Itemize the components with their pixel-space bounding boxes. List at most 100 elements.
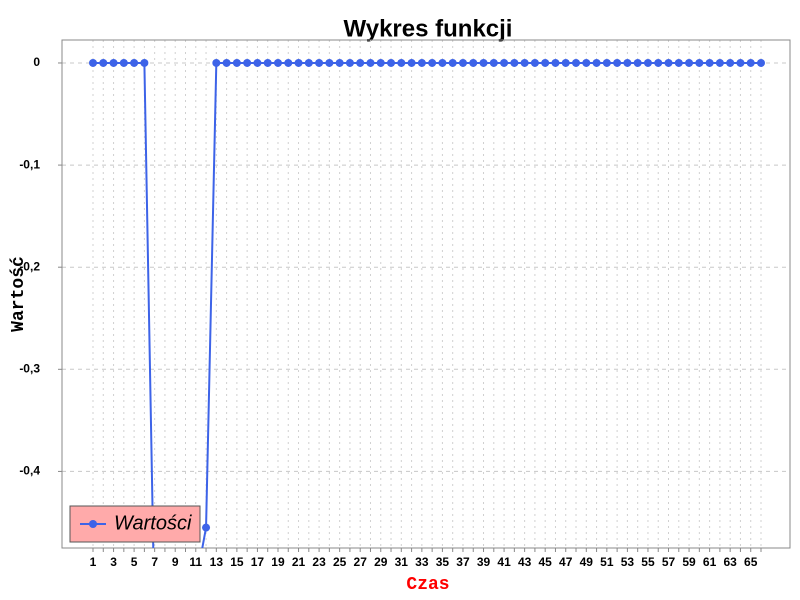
data-point: [119, 58, 128, 67]
x-tick-label: 39: [477, 555, 491, 569]
x-tick-label: 33: [415, 555, 429, 569]
x-tick-label: 19: [271, 555, 285, 569]
data-point: [284, 58, 293, 67]
data-point: [561, 58, 570, 67]
x-tick-label: 65: [744, 555, 758, 569]
legend-label: Wartości: [114, 512, 192, 534]
data-point: [212, 58, 221, 67]
data-point: [572, 58, 581, 67]
data-point: [387, 58, 396, 67]
x-tick-label: 11: [189, 555, 202, 569]
x-tick-label: 53: [621, 555, 635, 569]
x-tick-label: 37: [456, 555, 470, 569]
chart-title: Wykres funkcji: [344, 15, 513, 42]
data-point: [397, 58, 406, 67]
legend: Wartości: [69, 505, 201, 543]
data-point: [89, 58, 97, 67]
data-point: [500, 58, 509, 67]
x-tick-label: 7: [151, 555, 158, 569]
x-tick-label: 43: [518, 555, 532, 569]
x-tick-label: 15: [230, 555, 244, 569]
data-point: [448, 58, 457, 67]
x-tick-label: 45: [539, 555, 553, 569]
data-point: [633, 58, 642, 67]
data-point: [695, 58, 704, 67]
data-point: [726, 58, 735, 67]
data-point: [376, 58, 385, 67]
x-tick-label: 27: [354, 555, 368, 569]
data-point: [130, 58, 139, 67]
data-point: [510, 58, 519, 67]
data-point: [736, 58, 745, 67]
data-point: [520, 58, 529, 67]
x-tick-label: 25: [333, 555, 347, 569]
x-tick-label: 51: [600, 555, 614, 569]
x-tick-label: 49: [580, 555, 594, 569]
x-tick-label: 3: [110, 555, 117, 569]
data-point: [304, 58, 313, 67]
data-point: [356, 58, 365, 67]
x-axis-label: Czas: [406, 575, 449, 595]
data-point: [263, 58, 272, 67]
x-tick-label: 59: [682, 555, 696, 569]
x-tick-label: 55: [641, 555, 655, 569]
data-point: [479, 58, 488, 67]
data-point: [757, 58, 765, 67]
x-tick-label: 47: [559, 555, 573, 569]
data-point: [746, 58, 755, 67]
data-point: [417, 58, 426, 67]
x-tick-label: 63: [723, 555, 737, 569]
data-point: [489, 58, 498, 67]
data-point: [366, 58, 375, 67]
data-point: [582, 58, 591, 67]
data-point: [469, 58, 478, 67]
data-point: [428, 58, 437, 67]
data-point: [232, 58, 241, 67]
data-point: [613, 58, 622, 67]
x-tick-label: 31: [395, 555, 409, 569]
x-tick-label: 35: [436, 555, 450, 569]
data-point: [551, 58, 560, 67]
data-point: [654, 58, 663, 67]
data-point: [407, 58, 416, 67]
data-point: [109, 58, 118, 67]
data-point: [335, 58, 344, 67]
legend-marker: [89, 520, 97, 528]
data-point: [99, 58, 108, 67]
data-point: [623, 58, 632, 67]
data-point: [602, 58, 611, 67]
y-tick-label: -0,1: [19, 157, 40, 171]
data-point: [273, 58, 282, 67]
plot-area: [89, 58, 765, 548]
data-point: [294, 58, 303, 67]
x-tick-label: 9: [172, 555, 179, 569]
data-point: [243, 58, 252, 67]
data-point: [592, 58, 601, 67]
data-point: [345, 58, 354, 67]
y-tick-label: -0,3: [19, 361, 40, 375]
x-tick-label: 13: [210, 555, 224, 569]
data-point: [438, 58, 447, 67]
x-tick-label: 29: [374, 555, 388, 569]
x-tick-label: 21: [292, 555, 306, 569]
data-point: [705, 58, 714, 67]
data-point: [685, 58, 694, 67]
x-tick-label: 1: [90, 555, 97, 569]
data-point: [530, 58, 539, 67]
y-tick-label: -0,4: [19, 464, 40, 478]
y-tick-label: 0: [33, 55, 40, 69]
data-point: [140, 58, 149, 67]
y-tick-label: -0,2: [19, 259, 40, 273]
x-tick-label: 5: [131, 555, 138, 569]
data-point: [643, 58, 652, 67]
data-point: [674, 58, 683, 67]
data-point: [222, 58, 231, 67]
x-tick-label: 17: [251, 555, 265, 569]
data-point: [202, 523, 211, 532]
x-tick-label: 61: [703, 555, 717, 569]
data-point: [325, 58, 334, 67]
y-axis-label: Wartość: [9, 256, 29, 332]
data-point: [458, 58, 467, 67]
